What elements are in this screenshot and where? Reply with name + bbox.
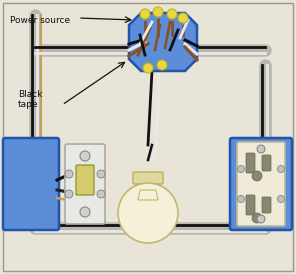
FancyBboxPatch shape xyxy=(246,195,255,215)
Circle shape xyxy=(80,207,90,217)
FancyBboxPatch shape xyxy=(65,144,105,224)
FancyBboxPatch shape xyxy=(237,142,285,226)
Circle shape xyxy=(278,165,284,173)
Circle shape xyxy=(80,151,90,161)
Circle shape xyxy=(153,7,163,17)
Circle shape xyxy=(257,215,265,223)
FancyBboxPatch shape xyxy=(76,165,94,195)
Circle shape xyxy=(118,183,178,243)
Polygon shape xyxy=(129,13,197,71)
FancyBboxPatch shape xyxy=(262,197,271,213)
Circle shape xyxy=(65,170,73,178)
Circle shape xyxy=(252,171,262,181)
Circle shape xyxy=(178,13,188,23)
Text: Power source: Power source xyxy=(10,16,70,25)
Text: Black
tape: Black tape xyxy=(18,90,43,109)
Circle shape xyxy=(65,190,73,198)
FancyBboxPatch shape xyxy=(230,138,292,230)
FancyBboxPatch shape xyxy=(3,138,59,230)
FancyBboxPatch shape xyxy=(262,155,271,171)
Circle shape xyxy=(257,145,265,153)
Circle shape xyxy=(252,213,262,223)
FancyBboxPatch shape xyxy=(3,3,293,271)
Circle shape xyxy=(97,170,105,178)
Circle shape xyxy=(278,196,284,202)
Circle shape xyxy=(97,190,105,198)
Circle shape xyxy=(143,63,153,73)
FancyBboxPatch shape xyxy=(137,179,159,203)
FancyBboxPatch shape xyxy=(133,172,163,184)
Circle shape xyxy=(167,9,177,19)
Circle shape xyxy=(237,196,244,202)
Circle shape xyxy=(140,9,150,19)
FancyBboxPatch shape xyxy=(246,153,255,173)
Polygon shape xyxy=(138,190,158,200)
Circle shape xyxy=(237,165,244,173)
Circle shape xyxy=(157,60,167,70)
